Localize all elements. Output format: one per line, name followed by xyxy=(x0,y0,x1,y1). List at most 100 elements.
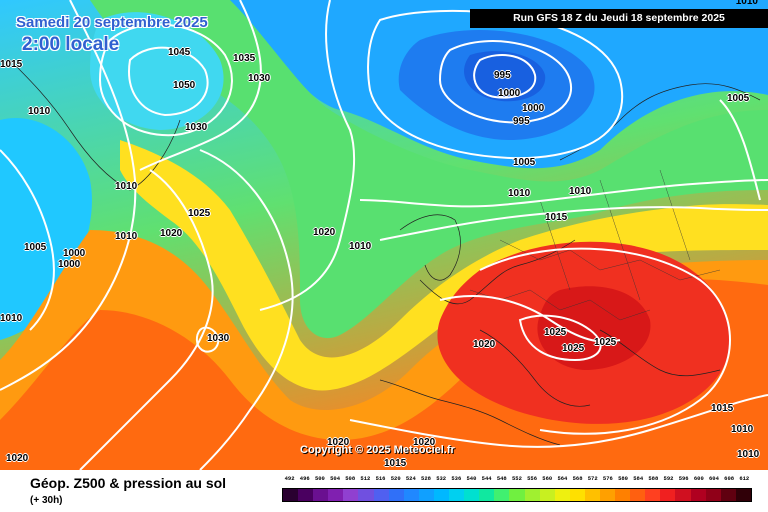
legend-color-cell xyxy=(418,489,434,501)
isobars xyxy=(0,0,768,470)
legend-tick-label: 524 xyxy=(405,475,416,482)
isobar-label: 1020 xyxy=(6,453,29,464)
isobar-label: 1010 xyxy=(115,181,138,192)
field-blue-north xyxy=(0,0,768,169)
isobar-label: 1025 xyxy=(562,343,585,354)
field-red-core xyxy=(537,286,651,370)
map-footer: Géop. Z500 & pression au sol (+ 30h) 492… xyxy=(0,470,768,512)
isobar-label: 1030 xyxy=(207,333,230,344)
isobar-label: 1010 xyxy=(508,188,531,199)
isobar-label: 1005 xyxy=(513,157,536,168)
legend-color-cell xyxy=(433,489,450,501)
valid-date: Samedi 20 septembre 2025 xyxy=(16,14,208,31)
legend-color-cell xyxy=(569,489,585,501)
legend-color-cell xyxy=(524,489,540,501)
legend-tick-label: 512 xyxy=(360,475,371,482)
legend-color-cell xyxy=(645,489,661,501)
legend-tick-label: 528 xyxy=(421,475,431,482)
isobar-label: 1020 xyxy=(473,339,496,350)
isobar-label: 1015 xyxy=(711,403,734,414)
legend-tick-label: 548 xyxy=(496,475,507,482)
legend-tick-label: 492 xyxy=(284,475,295,482)
legend-color-cell xyxy=(373,489,389,501)
color-legend: 492 496 500 504 508 512 516 520 524 528 532 536 540 5… xyxy=(282,475,752,509)
isobar-label: 1015 xyxy=(384,458,407,469)
corner-pressure-label: 1010 xyxy=(735,0,758,7)
isobar-label: 1010 xyxy=(731,424,754,435)
legend-tick-label: 580 xyxy=(618,475,628,482)
legend-color-cell xyxy=(403,489,419,501)
legend-color-cell xyxy=(735,489,751,501)
legend-color-cell xyxy=(599,489,616,501)
isobar-label: 1050 xyxy=(173,80,196,91)
isobar-label: 1010 xyxy=(28,106,51,117)
field-low-core xyxy=(464,51,546,102)
legend-color-cell xyxy=(464,489,480,501)
field-title: Géop. Z500 & pression au sol xyxy=(30,475,227,491)
legend-tick-label: 600 xyxy=(693,475,704,482)
legend-tick-label: 572 xyxy=(587,475,598,482)
legend-color-cell xyxy=(313,489,329,501)
legend-tick-label: 588 xyxy=(648,475,659,482)
legend-tick-label: 564 xyxy=(557,475,568,482)
legend-tick-label: 516 xyxy=(375,475,386,482)
isobar-label: 1000 xyxy=(63,248,86,259)
isobar-label: 1030 xyxy=(185,122,208,133)
legend-ticks: 492 496 500 504 508 512 516 520 524 528 532 536 540 5… xyxy=(282,475,752,487)
legend-tick-label: 604 xyxy=(709,475,719,482)
forecast-offset: (+ 30h) xyxy=(30,495,63,506)
legend-color-cell xyxy=(539,489,555,501)
legend-tick-label: 560 xyxy=(542,475,553,482)
isobar-label: 1010 xyxy=(569,186,592,197)
isobar-label: 1035 xyxy=(233,53,256,64)
legend-color-cell xyxy=(554,489,570,501)
legend-tick-label: 552 xyxy=(511,475,522,482)
legend-color-cell xyxy=(705,489,721,501)
legend-tick-label: 576 xyxy=(602,475,613,482)
legend-color-cell xyxy=(479,489,495,501)
isobar-label: 1015 xyxy=(545,212,568,223)
legend-color-cell xyxy=(328,489,344,501)
isobar-label: 1010 xyxy=(115,231,138,242)
run-info: Run GFS 18 Z du Jeudi 18 septembre 2025 xyxy=(470,9,768,28)
isobar-label: 1025 xyxy=(188,208,211,219)
local-time: 2:00 locale xyxy=(22,34,120,55)
field-greenland-high xyxy=(90,12,224,131)
isobar-label: 1010 xyxy=(0,313,23,324)
legend-color-cell xyxy=(660,489,676,501)
field-yellow xyxy=(120,140,768,391)
isobar-label: 1000 xyxy=(498,88,521,99)
legend-tick-label: 596 xyxy=(678,475,689,482)
legend-color-cell xyxy=(690,489,706,501)
legend-color-cell xyxy=(283,489,299,501)
isobar-label: 1025 xyxy=(594,337,617,348)
legend-color-cell xyxy=(298,489,314,501)
legend-tick-label: 500 xyxy=(314,475,325,482)
copyright-notice: Copyright © 2025 Meteociel.fr xyxy=(300,444,455,456)
legend-tick-label: 608 xyxy=(724,475,735,482)
isobar-label: 995 xyxy=(513,116,530,127)
legend-color-cell xyxy=(343,489,359,501)
legend-color-cell xyxy=(494,489,510,501)
legend-tick-label: 592 xyxy=(663,475,674,482)
isobar-label: 1010 xyxy=(737,449,760,460)
legend-tick-label: 540 xyxy=(466,475,477,482)
legend-color-cell xyxy=(449,489,465,501)
map-canvas xyxy=(0,0,768,470)
legend-color-cell xyxy=(388,489,404,501)
legend-color-cell xyxy=(720,489,736,501)
legend-tick-label: 584 xyxy=(633,475,644,482)
legend-tick-label: 536 xyxy=(451,475,462,482)
legend-tick-label: 496 xyxy=(299,475,310,482)
legend-tick-label: 532 xyxy=(436,475,447,482)
isobar-label: 995 xyxy=(494,70,511,81)
isobar-label: 1045 xyxy=(168,47,191,58)
legend-colorbar xyxy=(282,488,752,502)
legend-color-cell xyxy=(675,489,691,501)
legend-tick-label: 556 xyxy=(527,475,538,482)
isobar-label: 1020 xyxy=(327,437,350,448)
isobar-label: 1000 xyxy=(58,259,81,270)
legend-color-cell xyxy=(358,489,374,501)
legend-tick-label: 520 xyxy=(390,475,401,482)
legend-color-cell xyxy=(584,489,600,501)
